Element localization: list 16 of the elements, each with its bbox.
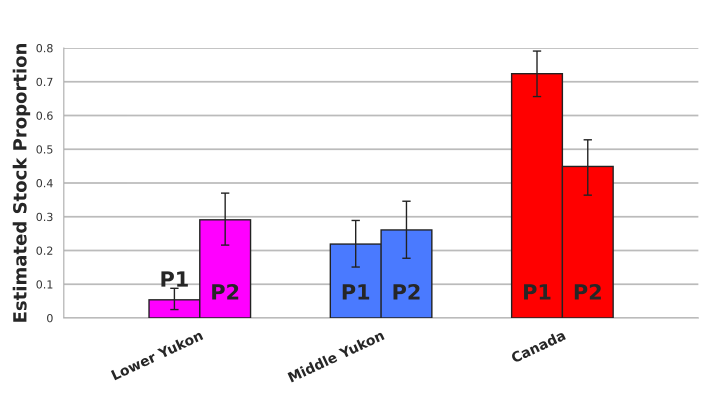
text: P2: [394, 284, 420, 300]
y-tick-label: 0.2: [36, 246, 52, 255]
y-axis-title: Estimated Stock Proportion: [12, 44, 30, 322]
y-tick-label: 0.3: [36, 212, 53, 222]
y-tick-label: 0.7: [36, 78, 52, 86]
y-tick-label: 0.6: [36, 111, 53, 120]
y-tick-label: 0.1: [36, 280, 52, 289]
text: P1: [161, 271, 188, 287]
series-label: P1: [342, 284, 370, 300]
series-label: P2: [574, 284, 601, 300]
text: P1: [524, 284, 550, 300]
text: P2: [212, 284, 238, 300]
y-tick-label: 0.8: [36, 44, 53, 52]
y-tick-label: 0: [47, 314, 53, 322]
y-tick-label: 0.4: [36, 178, 53, 188]
y-tick-label: 0.5: [36, 145, 52, 154]
